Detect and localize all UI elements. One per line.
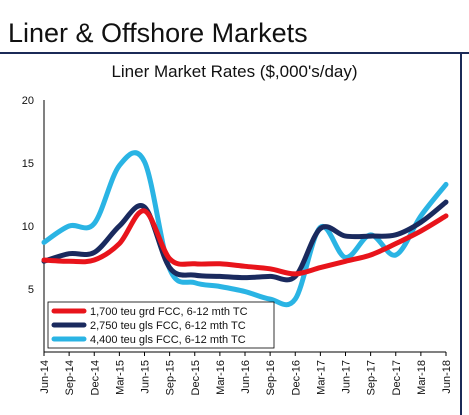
title-divider [0, 52, 469, 54]
x-tick-label: Dec-16 [290, 360, 302, 395]
x-tick-label: Dec-15 [190, 360, 202, 395]
series-line [41, 208, 449, 277]
x-tick-label: Jun-18 [441, 360, 453, 394]
right-divider [460, 54, 462, 415]
x-tick-label: Mar-18 [416, 360, 428, 395]
legend-label: 4,400 teu gls FCC, 6-12 mth TC [90, 334, 246, 346]
x-tick-label: Mar-17 [315, 360, 327, 395]
x-tick-label: Jun-14 [39, 360, 51, 394]
x-tick-label: Mar-15 [114, 360, 126, 395]
legend-label: 1,700 teu grd FCC, 6-12 mth TC [90, 306, 248, 318]
y-tick-label: 15 [22, 158, 34, 170]
x-tick-label: Sep-17 [366, 360, 378, 395]
legend-label: 2,750 teu gls FCC, 6-12 mth TC [90, 320, 246, 332]
chart-title: Liner Market Rates ($,000's/day) [111, 62, 358, 81]
page-title: Liner & Offshore Markets [8, 18, 308, 48]
x-tick-label: Sep-16 [265, 360, 277, 395]
x-tick-label: Dec-17 [391, 360, 403, 395]
series-line [41, 150, 449, 308]
y-tick-label: 5 [28, 284, 34, 296]
x-tick-label: Sep-14 [64, 360, 76, 395]
x-tick-label: Dec-14 [89, 360, 101, 395]
x-tick-label: Sep-15 [165, 360, 177, 395]
x-tick-label: Mar-16 [215, 360, 227, 395]
x-tick-label: Jun-17 [341, 360, 353, 394]
y-tick-label: 10 [22, 221, 34, 233]
y-tick-label: 20 [22, 95, 34, 107]
x-tick-label: Jun-16 [240, 360, 252, 394]
series-line [41, 199, 449, 283]
x-tick-label: Jun-15 [140, 360, 152, 394]
